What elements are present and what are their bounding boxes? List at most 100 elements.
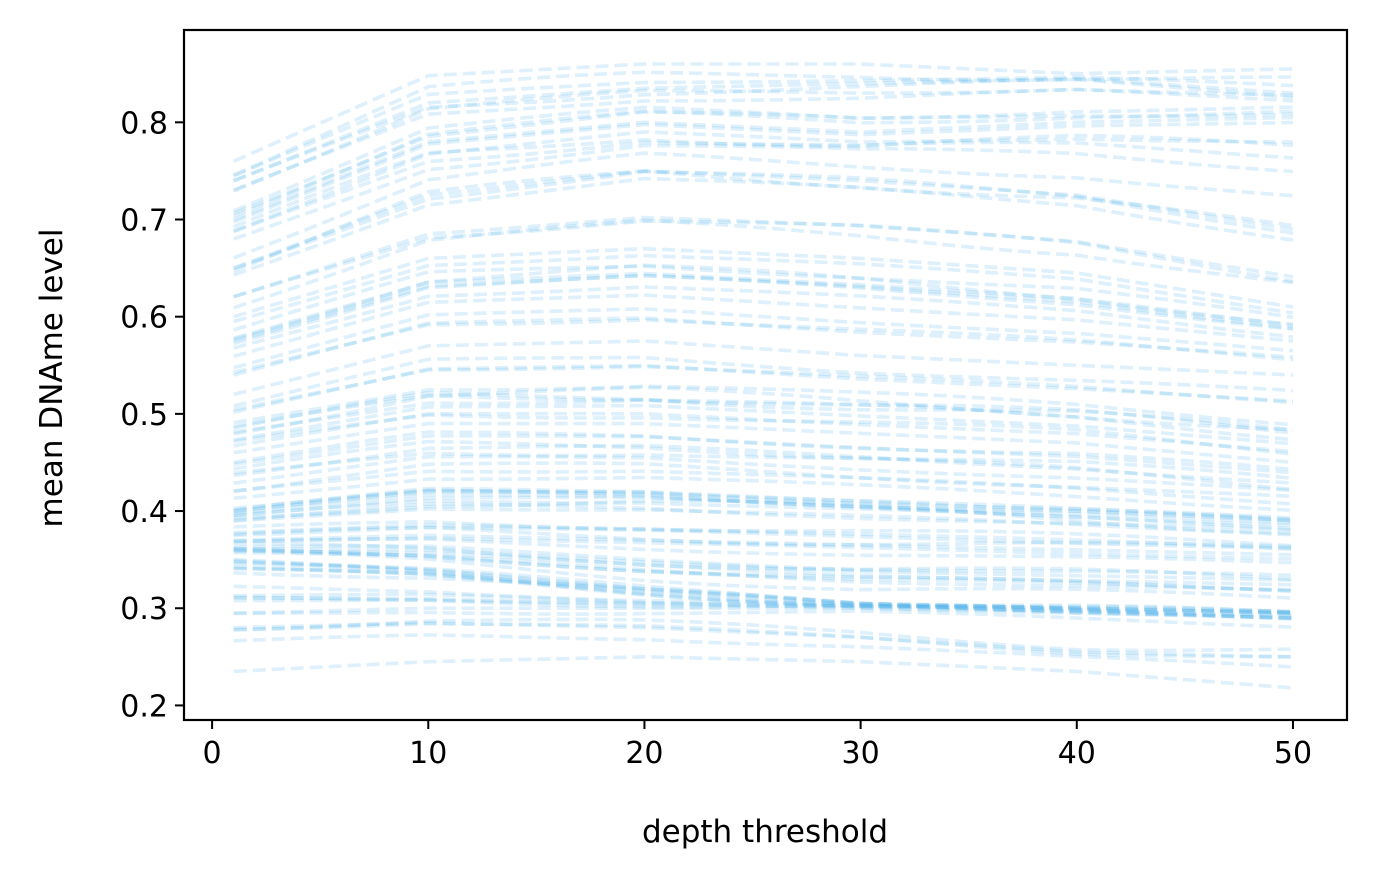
x-tick-label: 30 (842, 736, 880, 771)
series-line (233, 560, 1294, 613)
series-line (233, 489, 1294, 523)
series-line (233, 109, 1294, 218)
series-line (233, 566, 1294, 615)
y-tick-label: 0.3 (120, 592, 168, 627)
series-line (233, 285, 1294, 350)
series-line (233, 495, 1294, 528)
x-tick-label: 20 (625, 736, 663, 771)
series-line (233, 393, 1294, 435)
y-axis: 0.2 0.3 0.4 0.5 0.6 0.7 0.8 (120, 106, 184, 724)
series-line (233, 469, 1294, 506)
series-line (233, 547, 1294, 593)
series-line (233, 584, 1294, 620)
series-line (233, 609, 1294, 629)
series-line (233, 502, 1294, 532)
series-line (233, 507, 1294, 537)
series-line (233, 536, 1294, 561)
series-line (233, 620, 1294, 659)
series-line (233, 598, 1294, 620)
series-line (233, 541, 1294, 581)
series-line (233, 654, 1294, 690)
series-line (233, 77, 1294, 183)
y-tick-label: 0.8 (120, 106, 168, 141)
series-line (233, 621, 1294, 659)
series-line (233, 499, 1294, 535)
series-line (233, 151, 1294, 260)
y-tick-label: 0.6 (120, 301, 168, 336)
series-line (233, 411, 1294, 454)
series-line (233, 546, 1294, 593)
series-line (233, 430, 1294, 472)
series-line (233, 548, 1294, 600)
series-line (233, 557, 1294, 615)
series-line (233, 488, 1294, 522)
series-line (233, 544, 1294, 578)
series-line (233, 633, 1294, 669)
series-line (233, 565, 1294, 615)
series-line (233, 115, 1294, 222)
series-line (233, 363, 1294, 414)
series-line (233, 519, 1294, 548)
series-line (233, 548, 1294, 587)
series-line (233, 561, 1294, 614)
series-line (233, 443, 1294, 485)
y-tick-label: 0.4 (120, 495, 168, 530)
series-line (233, 492, 1294, 525)
series-line (232, 70, 1293, 177)
series-line (233, 130, 1294, 233)
series-line (233, 218, 1294, 310)
x-tick-label: 10 (409, 736, 447, 771)
series-line (233, 87, 1294, 192)
series-line (233, 120, 1294, 224)
series-line (233, 273, 1294, 343)
x-axis: 0 10 20 30 40 50 (203, 720, 1312, 771)
series-line (233, 364, 1294, 412)
series-line (233, 537, 1294, 565)
series-line (233, 475, 1294, 513)
series-line (233, 546, 1294, 583)
series-line (233, 75, 1294, 178)
series-layer (232, 62, 1294, 690)
series-line (233, 413, 1294, 457)
series-line (233, 451, 1294, 492)
series-line (233, 318, 1294, 375)
series-line (233, 385, 1294, 436)
series-line (233, 87, 1294, 193)
x-tick-label: 40 (1058, 736, 1096, 771)
series-line (233, 403, 1294, 446)
series-line (233, 133, 1294, 229)
series-line (233, 525, 1294, 551)
series-line (233, 355, 1294, 408)
series-line (233, 606, 1294, 620)
series-line (233, 384, 1294, 427)
series-line (233, 421, 1294, 465)
series-line (233, 263, 1294, 341)
series-line (233, 533, 1294, 557)
series-line (233, 264, 1294, 332)
series-line (233, 143, 1294, 241)
series-line (233, 110, 1294, 215)
y-axis-label: mean DNAme level (34, 229, 70, 528)
series-line (233, 140, 1294, 234)
series-line (233, 169, 1294, 271)
series-line (233, 398, 1294, 442)
y-tick-label: 0.5 (120, 398, 168, 433)
x-tick-label: 50 (1274, 736, 1312, 771)
series-line (233, 558, 1294, 616)
series-line (233, 595, 1294, 621)
series-line (233, 169, 1294, 270)
series-line (233, 550, 1294, 592)
x-axis-label: depth threshold (642, 814, 888, 850)
series-line (233, 339, 1294, 397)
series-line (233, 307, 1294, 370)
series-line (233, 498, 1294, 531)
x-tick-label: 0 (203, 736, 222, 771)
series-line (233, 105, 1294, 213)
series-line (233, 246, 1294, 319)
series-line (233, 390, 1294, 432)
series-line (233, 523, 1294, 549)
y-tick-label: 0.2 (120, 689, 168, 724)
series-line (233, 253, 1294, 324)
plot-frame (182, 28, 1349, 722)
